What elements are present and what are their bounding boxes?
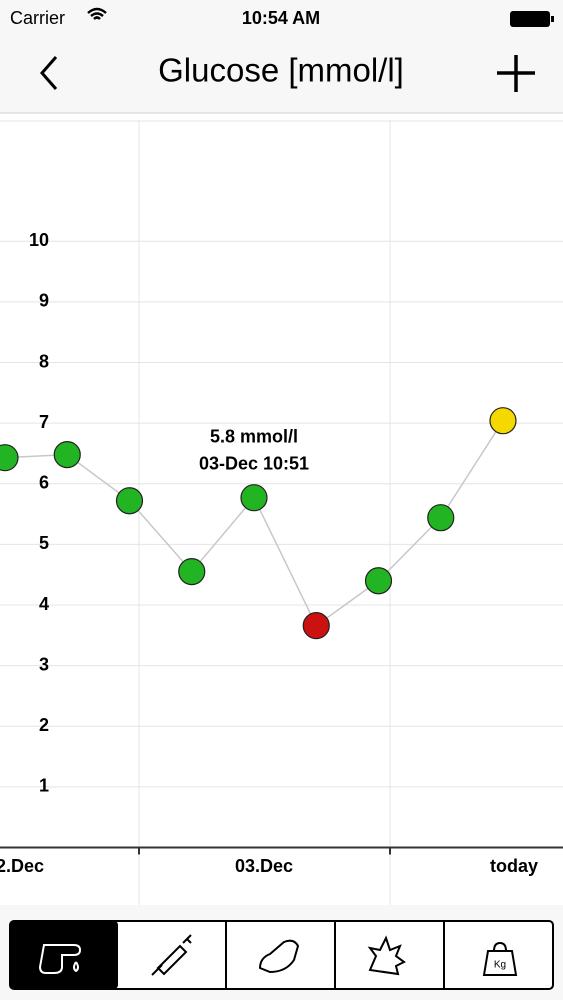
weight-label: Kg	[494, 960, 506, 971]
nav-title: Glucose [mmol/l]	[158, 52, 404, 89]
data-point	[0, 444, 19, 472]
data-point	[364, 567, 393, 595]
x-axis-label: 2.Dec	[0, 856, 44, 876]
battery-tip	[551, 16, 554, 22]
annotation: 03-Dec 10:51	[199, 453, 309, 473]
burst-tab-icon[interactable]	[367, 935, 406, 976]
y-tick-label: 3	[39, 654, 49, 674]
data-point	[489, 407, 517, 435]
clock: 10:54 AM	[242, 8, 320, 28]
y-tick-label: 2	[39, 715, 49, 735]
y-tick-label: 10	[29, 230, 49, 250]
add-button[interactable]	[497, 55, 535, 92]
data-point	[115, 487, 144, 515]
y-tick-label: 9	[39, 291, 49, 311]
data-point	[240, 484, 268, 512]
y-tick-label: 5	[39, 533, 49, 553]
weight-tab-icon[interactable]	[482, 941, 518, 976]
y-tick-label: 6	[39, 473, 49, 493]
drop-tab-icon[interactable]	[38, 944, 82, 974]
data-point	[427, 504, 455, 532]
syringe-tab-icon[interactable]	[151, 934, 192, 976]
battery	[510, 11, 550, 27]
y-tick-label: 4	[39, 594, 49, 614]
x-axis-label: today	[490, 856, 538, 876]
chart: 1 2 3 4 5 6 7 8 9 10 2.Dec 03.Dec today 5.8 mmol/l 03-…	[0, 120, 563, 905]
data-point	[53, 441, 81, 469]
y-tick-label: 8	[39, 351, 49, 371]
shoe-tab-icon[interactable]	[258, 939, 300, 974]
y-tick-label: 1	[39, 776, 49, 796]
annotation: 5.8 mmol/l	[210, 426, 298, 446]
y-tick-label: 7	[39, 412, 49, 432]
carrier: Carrier	[10, 8, 65, 28]
x-axis-label: 03.Dec	[235, 856, 293, 876]
data-point	[302, 612, 330, 640]
wifi-icon	[87, 7, 107, 20]
data-point	[178, 558, 206, 586]
back-button[interactable]	[40, 56, 58, 90]
